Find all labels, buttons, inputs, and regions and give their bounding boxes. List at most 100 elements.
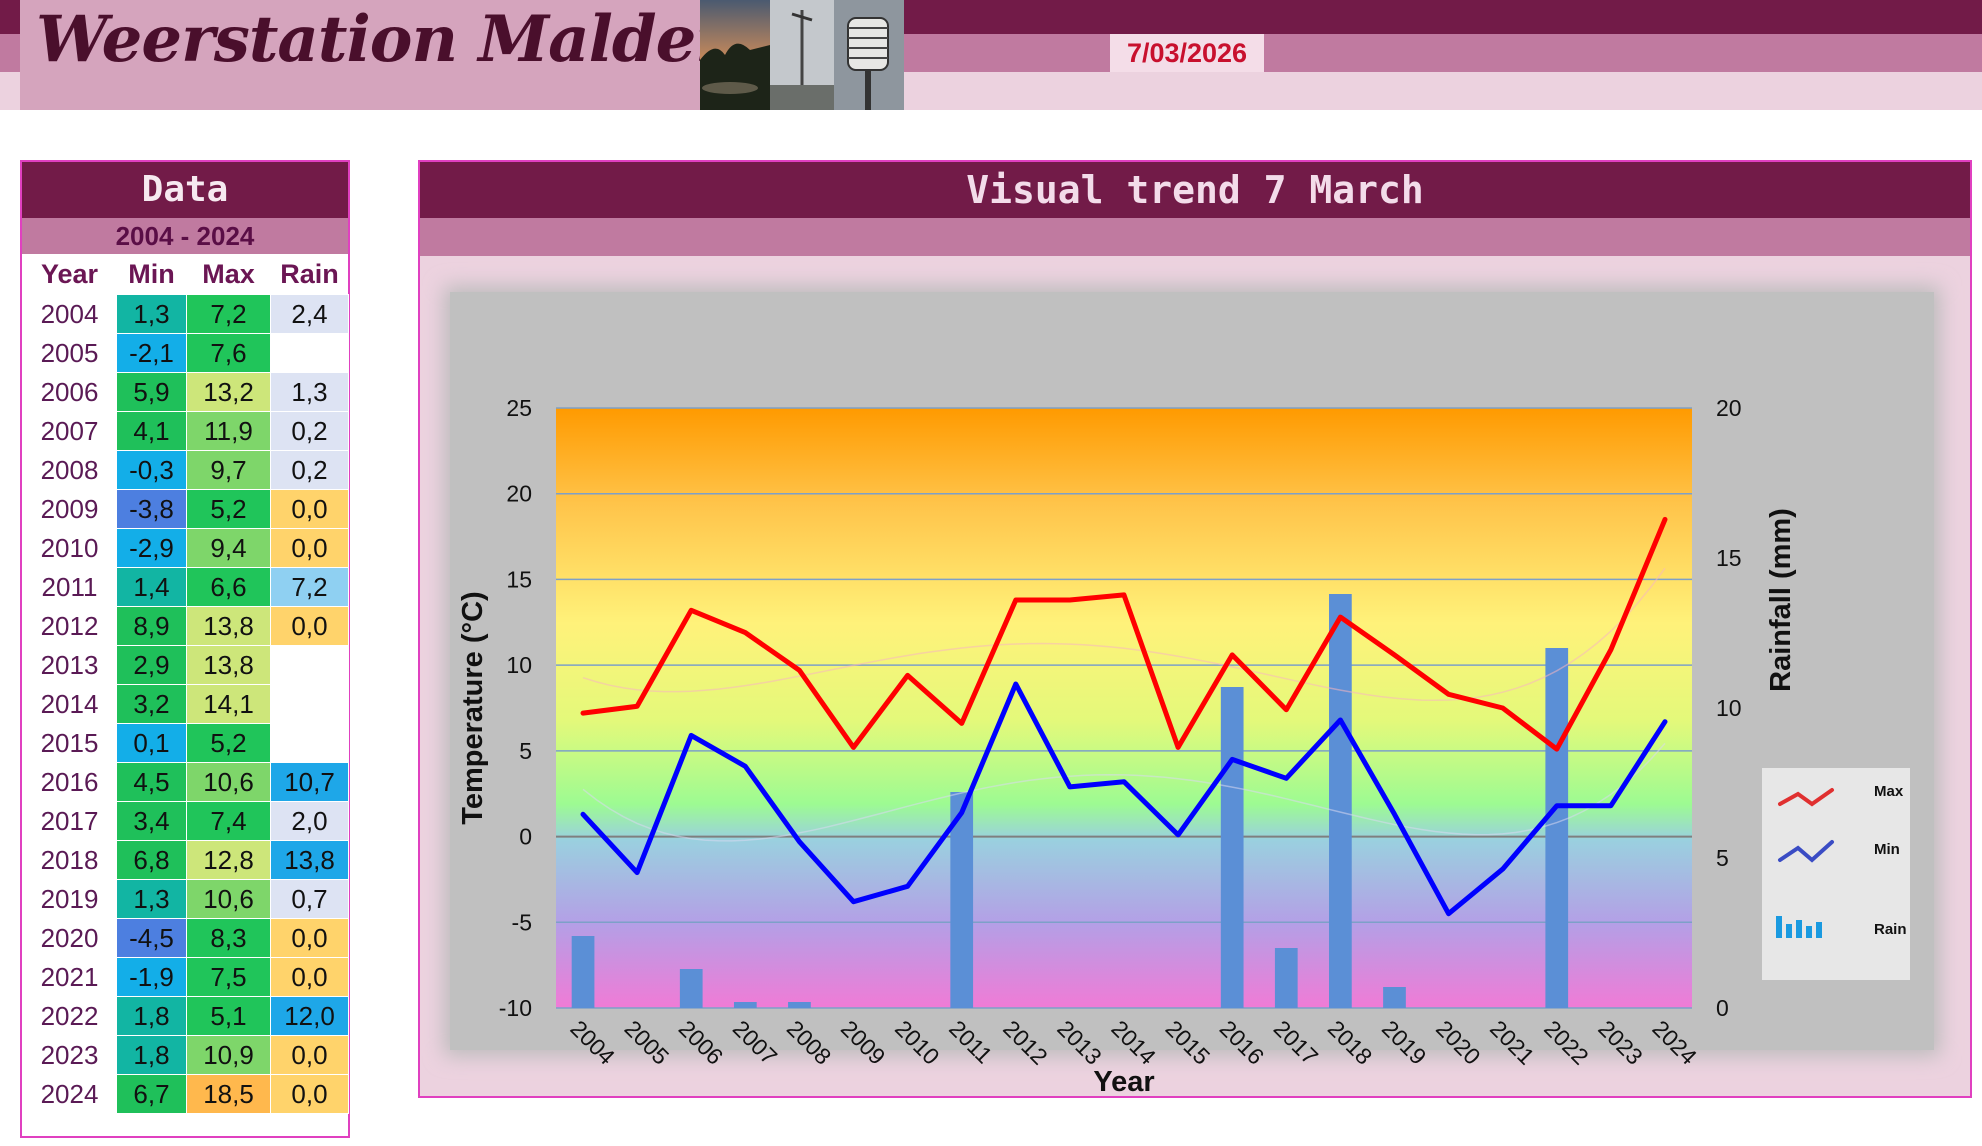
y2-tick-label: 10 <box>1716 695 1742 721</box>
rain-cell: 0,0 <box>270 957 349 997</box>
max-cell: 13,8 <box>186 645 271 685</box>
year-cell: 2004 <box>22 294 117 334</box>
year-cell: 2016 <box>22 762 117 802</box>
table-row: 2013 2,9 13,8 <box>22 645 349 685</box>
legend-rain-icon <box>1776 916 1782 938</box>
plot-background <box>556 408 1692 1008</box>
max-cell: 5,1 <box>186 996 271 1036</box>
table-row: 2015 0,1 5,2 <box>22 723 349 763</box>
column-header-min: Min <box>128 258 175 289</box>
rain-cell: 0,0 <box>270 1074 349 1114</box>
rain-bar <box>950 792 974 1008</box>
max-cell: 8,3 <box>186 918 271 958</box>
rain-cell: 0,0 <box>270 489 349 529</box>
rain-cell: 0,0 <box>270 918 349 958</box>
table-row: 2012 8,9 13,8 0,0 <box>22 606 349 646</box>
year-cell: 2012 <box>22 606 117 646</box>
table-row: 2010 -2,9 9,4 0,0 <box>22 528 349 568</box>
min-cell: 1,8 <box>116 1035 187 1075</box>
table-row: 2007 4,1 11,9 0,2 <box>22 411 349 451</box>
legend-label: Rain <box>1874 921 1907 938</box>
rain-cell: 2,4 <box>270 294 349 334</box>
table-row: 2008 -0,3 9,7 0,2 <box>22 450 349 490</box>
year-cell: 2024 <box>22 1074 117 1114</box>
min-cell: 1,3 <box>116 294 187 334</box>
max-cell: 9,7 <box>186 450 271 490</box>
y-tick-label: 0 <box>519 824 532 850</box>
y2-tick-label: 5 <box>1716 845 1729 871</box>
rain-bar <box>571 936 595 1008</box>
max-cell: 9,4 <box>186 528 271 568</box>
rain-bar <box>733 1002 757 1008</box>
year-cell: 2005 <box>22 333 117 373</box>
year-cell: 2017 <box>22 801 117 841</box>
legend-rain-icon <box>1806 926 1812 938</box>
year-cell: 2014 <box>22 684 117 724</box>
min-cell: 2,9 <box>116 645 187 685</box>
rain-bar <box>1329 594 1352 1008</box>
x-axis-title: Year <box>1093 1066 1154 1094</box>
table-row: 2023 1,8 10,9 0,0 <box>22 1035 349 1075</box>
min-cell: -0,3 <box>116 450 187 490</box>
rain-cell <box>270 333 349 373</box>
max-cell: 10,6 <box>186 879 271 919</box>
table-row: 2017 3,4 7,4 2,0 <box>22 801 349 841</box>
rain-cell: 0,0 <box>270 1035 349 1075</box>
rain-cell: 12,0 <box>270 996 349 1036</box>
rain-cell: 1,3 <box>270 372 349 412</box>
min-cell: -2,1 <box>116 333 187 373</box>
min-cell: 1,8 <box>116 996 187 1036</box>
rain-cell: 7,2 <box>270 567 349 607</box>
min-cell: 3,4 <box>116 801 187 841</box>
min-cell: 0,1 <box>116 723 187 763</box>
column-header-year: Year <box>40 258 99 289</box>
min-cell: 6,7 <box>116 1074 187 1114</box>
min-cell: 5,9 <box>116 372 187 412</box>
max-cell: 10,6 <box>186 762 271 802</box>
min-cell: 8,9 <box>116 606 187 646</box>
y2-tick-label: 15 <box>1716 545 1742 571</box>
trend-line <box>582 567 1666 702</box>
year-cell: 2021 <box>22 957 117 997</box>
column-header-max: Max <box>202 258 255 289</box>
rain-cell: 0,2 <box>270 450 349 490</box>
rain-bar <box>1383 987 1406 1008</box>
rain-cell: 2,0 <box>270 801 349 841</box>
min-cell: 4,5 <box>116 762 187 802</box>
rain-cell: 0,0 <box>270 528 349 568</box>
table-row: 2005 -2,1 7,6 <box>22 333 349 373</box>
chart-subheader-band <box>420 218 1970 256</box>
min-cell: -2,9 <box>116 528 187 568</box>
rain-bar <box>1274 948 1298 1008</box>
table-row: 2011 1,4 6,6 7,2 <box>22 567 349 607</box>
max-cell: 11,9 <box>186 411 271 451</box>
min-cell: 6,8 <box>116 840 187 880</box>
rain-cell <box>270 645 349 685</box>
min-cell: -1,9 <box>116 957 187 997</box>
column-header-rain: Rain <box>280 258 339 289</box>
year-cell: 2009 <box>22 489 117 529</box>
y-tick-label: 5 <box>519 738 532 764</box>
table-row: 2021 -1,9 7,5 0,0 <box>22 957 349 997</box>
y2-tick-label: 20 <box>1716 395 1742 421</box>
rain-cell <box>270 684 349 724</box>
rain-cell: 0,7 <box>270 879 349 919</box>
rain-cell: 0,2 <box>270 411 349 451</box>
max-cell: 5,2 <box>186 723 271 763</box>
table-row: 2020 -4,5 8,3 0,0 <box>22 918 349 958</box>
rain-cell: 0,0 <box>270 606 349 646</box>
y-axis-title: Temperature (°C) <box>457 591 489 824</box>
max-cell: 7,6 <box>186 333 271 373</box>
y-tick-label: 20 <box>506 481 532 507</box>
max-cell: 14,1 <box>186 684 271 724</box>
rain-bar <box>679 969 703 1008</box>
table-row: 2024 6,7 18,5 0,0 <box>22 1074 349 1114</box>
year-cell: 2013 <box>22 645 117 685</box>
table-header-row: Year Min Max Rain <box>23 254 349 295</box>
rain-cell: 13,8 <box>270 840 349 880</box>
max-cell: 5,2 <box>186 489 271 529</box>
trend-line <box>582 742 1666 842</box>
legend-label: Min <box>1874 841 1900 858</box>
table-body: 2004 1,3 7,2 2,4 2005 -2,1 7,6 2006 5,9 13,2 1,3 20… <box>22 294 349 1114</box>
data-table: Year Min Max Rain 2004 1,3 7,2 2,4 2005 -2,1 7… <box>22 254 349 1114</box>
